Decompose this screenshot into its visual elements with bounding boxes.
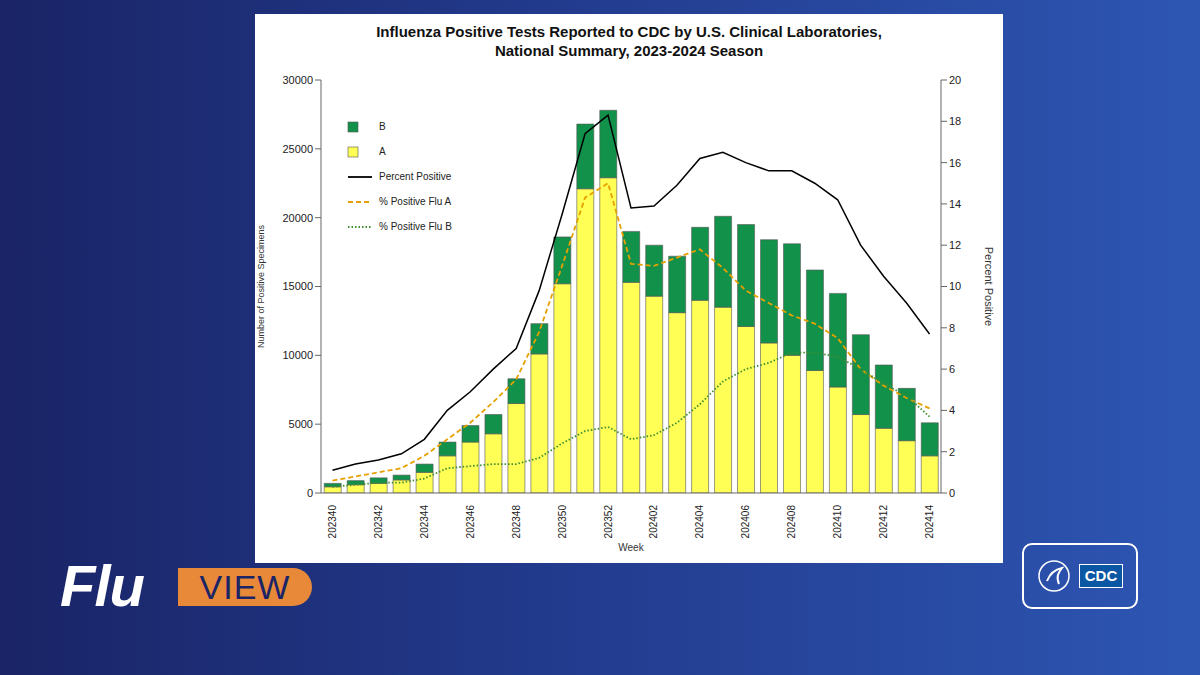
- svg-text:202404: 202404: [694, 505, 705, 539]
- svg-text:18: 18: [949, 115, 961, 127]
- svg-text:202344: 202344: [419, 505, 430, 539]
- svg-text:20: 20: [949, 74, 961, 86]
- svg-text:202342: 202342: [373, 505, 384, 539]
- svg-text:6: 6: [949, 363, 955, 375]
- svg-text:20000: 20000: [282, 212, 313, 224]
- svg-text:0: 0: [949, 487, 955, 499]
- html-text:% Positive Flu A: % Positive Flu A: [379, 196, 452, 207]
- svg-text:202350: 202350: [557, 505, 568, 539]
- html-text:CDC: CDC: [1084, 567, 1118, 584]
- svg-text:0: 0: [307, 487, 313, 499]
- svg-text:Percent Positive: Percent Positive: [983, 247, 995, 326]
- html-text:Influenza Positive Tests Repor: Influenza Positive Tests Reported to CDC…: [376, 23, 882, 59]
- svg-text:202412: 202412: [878, 505, 889, 539]
- svg-text:5000: 5000: [289, 418, 313, 430]
- svg-text:202410: 202410: [832, 505, 843, 539]
- svg-text:14: 14: [949, 198, 961, 210]
- html-text:B: B: [379, 121, 386, 132]
- svg-text:202352: 202352: [603, 505, 614, 539]
- svg-text:202346: 202346: [465, 505, 476, 539]
- svg-text:30000: 30000: [282, 74, 313, 86]
- svg-text:202340: 202340: [327, 505, 338, 539]
- html-text:% Positive Flu B: % Positive Flu B: [379, 221, 452, 232]
- svg-text:10: 10: [949, 280, 961, 292]
- html-text:VIEW: VIEW: [199, 568, 291, 606]
- svg-text:Week: Week: [618, 542, 644, 553]
- svg-text:15000: 15000: [282, 280, 313, 292]
- svg-text:202402: 202402: [648, 505, 659, 539]
- html-text:A: A: [379, 146, 386, 157]
- svg-text:4: 4: [949, 404, 955, 416]
- html-text:Percent Positive: Percent Positive: [379, 171, 452, 182]
- svg-text:12: 12: [949, 239, 961, 251]
- svg-text:202406: 202406: [740, 505, 751, 539]
- svg-text:202414: 202414: [924, 505, 935, 539]
- svg-text:25000: 25000: [282, 143, 313, 155]
- html-text:Flu: Flu: [60, 553, 144, 618]
- svg-text:Number of Positive Specimens: Number of Positive Specimens: [256, 224, 266, 348]
- svg-text:2: 2: [949, 446, 955, 458]
- svg-text:202408: 202408: [786, 505, 797, 539]
- svg-text:202348: 202348: [511, 505, 522, 539]
- svg-text:16: 16: [949, 157, 961, 169]
- svg-text:10000: 10000: [282, 349, 313, 361]
- svg-text:8: 8: [949, 322, 955, 334]
